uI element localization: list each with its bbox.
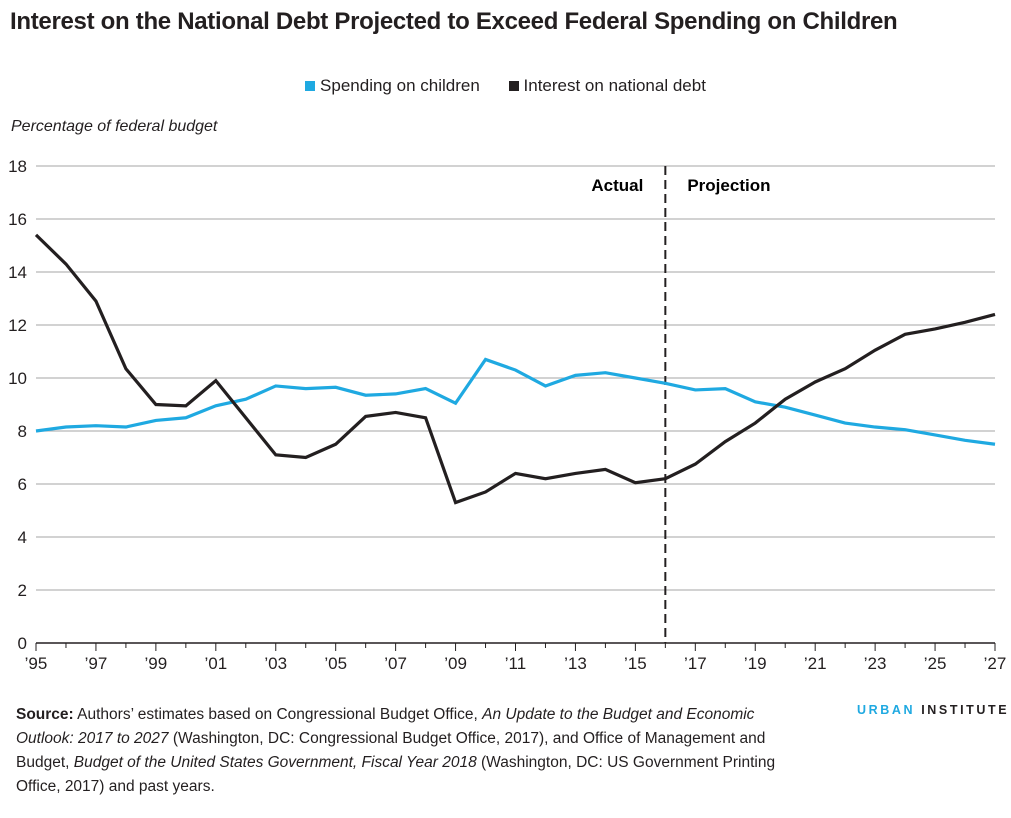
x-tick-label: ’27 [984, 654, 1007, 673]
x-tick-label: ’95 [25, 654, 48, 673]
x-tick-label: ’21 [804, 654, 827, 673]
y-tick-label: 14 [8, 263, 27, 282]
legend-label: Interest on national debt [523, 76, 706, 95]
source-title: Budget of the United States Government, … [73, 754, 477, 771]
x-tick-label: ’19 [744, 654, 767, 673]
legend-item-interest: Interest on national debt [508, 76, 706, 96]
x-tick-label: ’97 [85, 654, 108, 673]
x-tick-label: ’15 [624, 654, 647, 673]
source-text: (Washington, DC: US Government Printing … [16, 754, 776, 795]
y-tick-label: 8 [18, 422, 27, 441]
source-label: Source: [16, 706, 74, 723]
logo-part: URBAN [857, 703, 916, 717]
y-tick-label: 4 [18, 528, 27, 547]
x-tick-label: ’09 [444, 654, 467, 673]
y-tick-label: 6 [18, 475, 27, 494]
legend-item-children: Spending on children [305, 76, 480, 96]
legend: Spending on children Interest on nationa… [0, 76, 1011, 96]
y-axis-label: Percentage of federal budget [11, 118, 218, 135]
annotation-projection: Projection [687, 176, 770, 195]
line-chart: 0 2 4 6 8 10 12 14 16 18 ’95 ’97 ’99 ’01 ’03 ’05 ’07 ’09 ’… [8, 157, 1007, 673]
x-tick-label: ’23 [864, 654, 887, 673]
chart-title: Interest on the National Debt Projected … [10, 8, 898, 35]
y-tick-label: 12 [8, 316, 27, 335]
x-tick-label: ’01 [204, 654, 227, 673]
annotation-actual: Actual [591, 176, 643, 195]
y-tick-label: 0 [18, 634, 27, 653]
x-tick-label: ’05 [324, 654, 347, 673]
x-tick-label: ’17 [684, 654, 707, 673]
urban-institute-logo: URBAN INSTITUTE [857, 703, 1009, 717]
x-tick-label: ’03 [264, 654, 287, 673]
y-tick-label: 18 [8, 157, 27, 176]
source-note: Source: Authors’ estimates based on Cong… [16, 703, 806, 799]
legend-label: Spending on children [320, 76, 480, 95]
legend-swatch [508, 81, 519, 91]
x-tick-label: ’07 [384, 654, 407, 673]
y-tick-label: 2 [18, 581, 27, 600]
x-tick-label: ’99 [145, 654, 168, 673]
x-tick-label: ’13 [564, 654, 587, 673]
logo-part: INSTITUTE [921, 703, 1010, 717]
y-tick-label: 16 [8, 210, 27, 229]
x-tick-label: ’25 [924, 654, 947, 673]
legend-swatch [305, 81, 316, 91]
x-tick-label: ’11 [505, 654, 526, 673]
source-text: Authors’ estimates based on Congressiona… [73, 706, 483, 723]
source-title: An Update to the Budget and Economic Out… [16, 706, 755, 747]
source-text: (Washington, DC: Congressional Budget Of… [16, 730, 766, 771]
y-tick-label: 10 [8, 369, 27, 388]
